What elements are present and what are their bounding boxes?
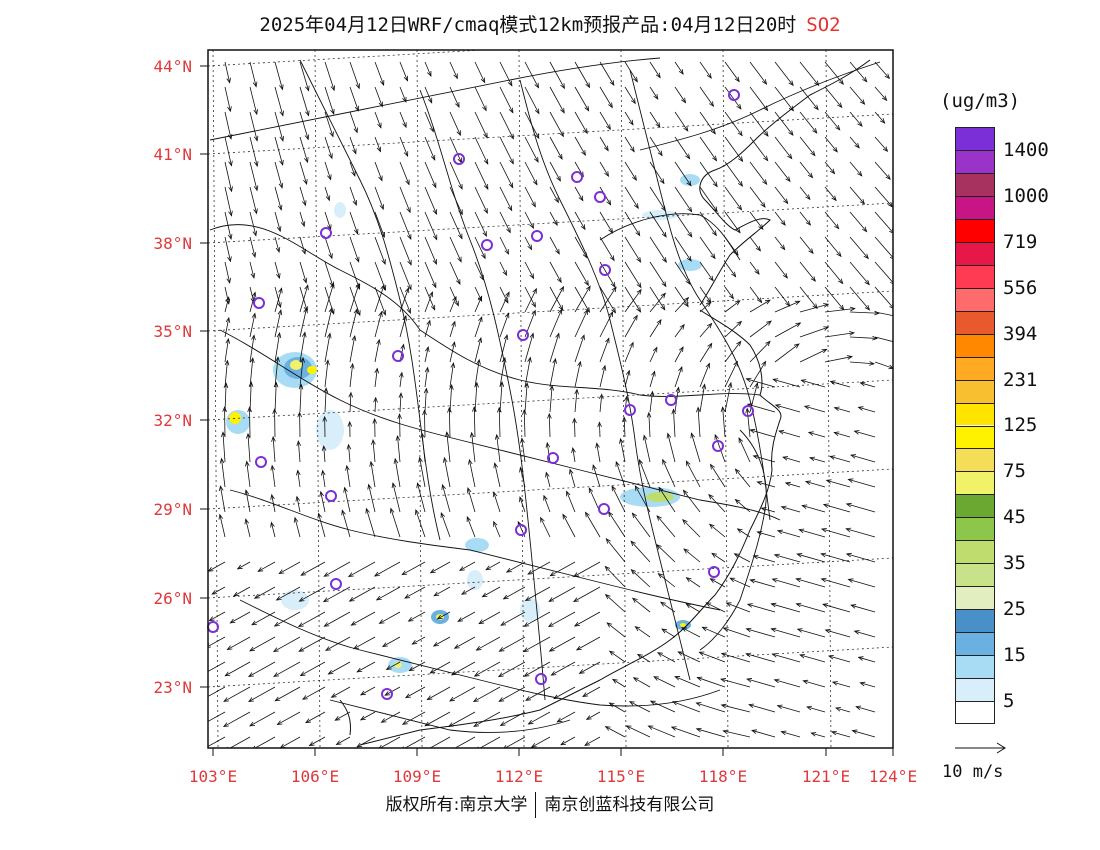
city-marker bbox=[599, 264, 611, 276]
legend-color-box bbox=[955, 195, 995, 219]
city-marker bbox=[515, 524, 527, 536]
city-marker bbox=[253, 297, 265, 309]
legend-label: 5 bbox=[1003, 689, 1015, 712]
footer: 版权所有:南京大学 南京创蓝科技有限公司 bbox=[0, 790, 1100, 818]
legend-color-box bbox=[955, 517, 995, 541]
legend-color-box bbox=[955, 241, 995, 265]
lon-tick-label: 112°E bbox=[495, 767, 543, 786]
footer-company: 南京创蓝科技有限公司 bbox=[544, 795, 715, 815]
wind-reference-arrow bbox=[955, 742, 1006, 754]
legend-color-box bbox=[955, 287, 995, 311]
map-frame bbox=[207, 49, 894, 749]
city-marker bbox=[255, 456, 267, 468]
legend-color-box bbox=[955, 632, 995, 656]
legend-color-box bbox=[955, 264, 995, 288]
city-marker bbox=[742, 405, 754, 417]
legend-color-box bbox=[955, 333, 995, 357]
lat-tick-label: 29°N bbox=[153, 500, 192, 519]
legend-label: 231 bbox=[1003, 368, 1038, 391]
legend-color-box bbox=[955, 586, 995, 610]
lat-tick-label: 38°N bbox=[153, 234, 192, 253]
city-marker bbox=[325, 490, 337, 502]
map-title: 2025年04月12日WRF/cmaq模式12km预报产品:04月12日20时 S… bbox=[0, 10, 1100, 37]
city-marker bbox=[531, 230, 543, 242]
longitude-axis: 103°E 106°E 109°E 112°E 115°E 118°E 121°E 124°E bbox=[189, 748, 917, 786]
legend-color-box bbox=[955, 494, 995, 518]
lon-tick-label: 115°E bbox=[597, 767, 645, 786]
legend-color-box bbox=[955, 655, 995, 679]
legend-color-box bbox=[955, 448, 995, 472]
city-marker bbox=[381, 688, 393, 700]
city-markers bbox=[207, 89, 754, 700]
city-marker bbox=[547, 452, 559, 464]
city-marker bbox=[665, 394, 677, 406]
lon-tick-label: 124°E bbox=[869, 767, 917, 786]
city-marker bbox=[453, 153, 465, 165]
legend-label: 125 bbox=[1003, 414, 1038, 437]
legend-color-box bbox=[955, 701, 995, 724]
legend-label: 394 bbox=[1003, 322, 1038, 345]
wind-vector-field bbox=[208, 61, 893, 748]
legend-color-box bbox=[955, 563, 995, 587]
legend-color-box bbox=[955, 379, 995, 403]
legend-color-box bbox=[955, 471, 995, 495]
latitude-axis: 44°N 41°N 38°N 35°N 32°N 29°N 26°N 23°N bbox=[153, 57, 208, 697]
legend-label: 556 bbox=[1003, 276, 1038, 299]
city-marker bbox=[330, 578, 342, 590]
city-marker bbox=[598, 503, 610, 515]
map-plot-area bbox=[208, 50, 893, 748]
legend-label: 1400 bbox=[1003, 139, 1049, 161]
lon-tick-label: 121°E bbox=[802, 767, 850, 786]
lon-tick-label: 106°E bbox=[291, 767, 339, 786]
legend-color-box bbox=[955, 356, 995, 380]
coastline bbox=[339, 59, 871, 746]
city-marker bbox=[712, 440, 724, 452]
title-pollutant: SO2 bbox=[806, 14, 841, 36]
legend-label: 35 bbox=[1003, 552, 1026, 575]
lat-tick-label: 32°N bbox=[153, 411, 192, 430]
city-marker bbox=[517, 329, 529, 341]
wind-reference-label: 10 m/s bbox=[942, 762, 1004, 782]
legend-label: 25 bbox=[1003, 598, 1026, 620]
legend-label: 45 bbox=[1003, 506, 1026, 529]
legend-color-box bbox=[955, 609, 995, 633]
footer-separator bbox=[535, 792, 537, 818]
legend-color-box bbox=[955, 540, 995, 564]
lat-tick-label: 23°N bbox=[153, 678, 192, 697]
legend-color-box bbox=[955, 127, 995, 150]
city-marker bbox=[594, 191, 606, 203]
lon-tick-label: 103°E bbox=[189, 767, 237, 786]
legend-unit: (ug/m3) bbox=[940, 90, 1021, 112]
city-marker bbox=[535, 673, 547, 685]
lat-tick-label: 44°N bbox=[153, 57, 192, 76]
legend-label: 719 bbox=[1003, 230, 1038, 253]
lat-tick-label: 41°N bbox=[153, 145, 192, 164]
lat-tick-label: 35°N bbox=[153, 322, 192, 341]
legend-color-box bbox=[955, 172, 995, 196]
lon-tick-label: 109°E bbox=[393, 767, 441, 786]
city-marker bbox=[392, 350, 404, 362]
lat-tick-label: 26°N bbox=[153, 589, 192, 608]
legend-color-box bbox=[955, 218, 995, 242]
legend-color-box bbox=[955, 425, 995, 449]
lon-tick-label: 118°E bbox=[699, 767, 747, 786]
legend-label: 15 bbox=[1003, 643, 1026, 666]
city-marker bbox=[728, 89, 740, 101]
legend-label: 75 bbox=[1003, 460, 1026, 483]
legend-color-box bbox=[955, 678, 995, 702]
legend-label: 1000 bbox=[1003, 184, 1049, 207]
legend-color-box bbox=[955, 310, 995, 334]
city-marker bbox=[708, 566, 720, 578]
city-marker bbox=[481, 239, 493, 251]
footer-copyright: 版权所有:南京大学 bbox=[385, 795, 528, 815]
city-marker bbox=[624, 404, 636, 416]
city-marker bbox=[320, 227, 332, 239]
legend-color-box bbox=[955, 149, 995, 173]
title-main: 2025年04月12日WRF/cmaq模式12km预报产品:04月12日20时 bbox=[259, 14, 797, 36]
legend-color-box bbox=[955, 402, 995, 426]
city-marker bbox=[571, 171, 583, 183]
